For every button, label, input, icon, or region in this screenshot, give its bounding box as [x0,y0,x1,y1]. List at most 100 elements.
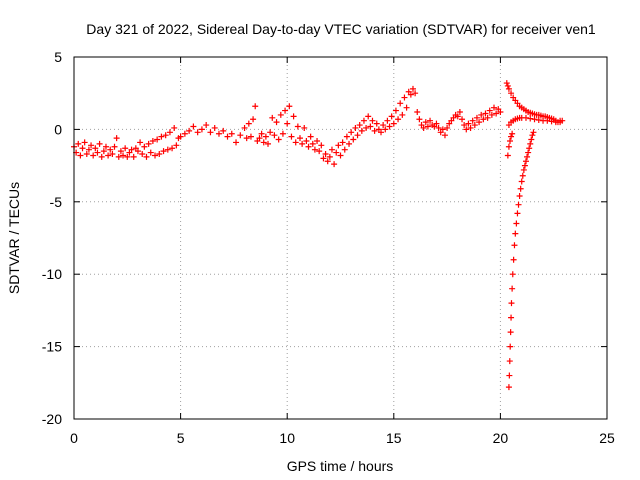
data-point [482,110,489,117]
data-point [120,152,127,159]
y-tick-label: 5 [54,49,62,65]
x-tick-label: 10 [279,430,295,446]
data-point [79,145,86,152]
data-point [256,135,263,142]
data-point [493,110,500,117]
x-axis-label: GPS time / hours [287,458,394,474]
data-point [427,117,434,124]
data-point [518,178,525,185]
data-point [456,109,463,116]
data-point [414,109,421,116]
data-point [486,107,493,114]
data-point [122,145,129,152]
data-point [228,130,235,137]
data-point [267,129,274,136]
data-point [508,300,515,307]
data-point [343,133,350,140]
data-point [147,149,154,156]
data-point [111,143,118,150]
data-point [514,210,521,217]
data-point [286,103,293,110]
y-tick-label: -10 [42,266,62,282]
data-point [503,80,510,87]
data-point [441,132,448,139]
data-point [557,119,564,126]
data-point [271,132,278,139]
data-point [296,135,303,142]
data-point [433,120,440,127]
data-point [517,185,524,192]
data-point [505,143,512,150]
data-point [337,152,344,159]
data-point [522,114,529,121]
data-point [115,153,122,160]
data-point [528,136,535,143]
data-point [81,139,88,146]
data-point [269,114,276,121]
plot-frame [73,56,608,420]
data-point [435,124,442,131]
data-point [504,82,511,89]
data-point [378,129,385,136]
data-point [516,193,523,200]
data-point [465,120,472,127]
data-point [137,139,144,146]
data-point [535,116,542,123]
data-point [509,285,516,292]
data-point [484,114,491,121]
data-point [113,135,120,142]
data-point [352,124,359,131]
data-point [509,271,516,278]
data-point [513,220,520,227]
data-point [524,153,531,160]
data-point [262,133,269,140]
data-point [186,127,193,134]
data-point [386,123,393,130]
data-point [420,124,427,131]
data-point [145,140,152,147]
data-point [83,151,90,158]
data-point [322,151,329,158]
data-point [288,133,295,140]
data-point [339,139,346,146]
data-point [294,123,301,130]
data-point [88,142,95,149]
data-point [149,137,156,144]
data-point [504,152,511,159]
data-point [158,133,165,140]
data-point [75,140,82,147]
data-point [530,129,537,136]
data-point [506,372,513,379]
data-point [444,124,451,131]
data-point [94,149,101,156]
data-point [527,115,534,122]
data-point [358,127,365,134]
data-point [307,133,314,140]
data-point [526,145,533,152]
data-point [365,113,372,120]
data-point [109,151,116,158]
data-point [90,152,97,159]
data-point [548,118,555,125]
data-point [527,140,534,147]
data-point [373,120,380,127]
data-point [245,120,252,127]
data-point [356,122,363,129]
data-point [395,116,402,123]
data-point [303,137,310,144]
x-tick-label: 5 [177,430,185,446]
data-point [350,136,357,143]
data-point [422,119,429,126]
data-point [371,127,378,134]
y-tick-label: 0 [54,121,62,137]
data-point [360,117,367,124]
data-point [124,153,131,160]
data-point [130,153,137,160]
data-point [399,111,406,118]
data-point [190,123,197,130]
data-point [220,127,227,134]
data-point [367,123,374,130]
chart-title: Day 321 of 2022, Sidereal Day-to-day VTE… [86,21,596,37]
data-point [397,100,404,107]
